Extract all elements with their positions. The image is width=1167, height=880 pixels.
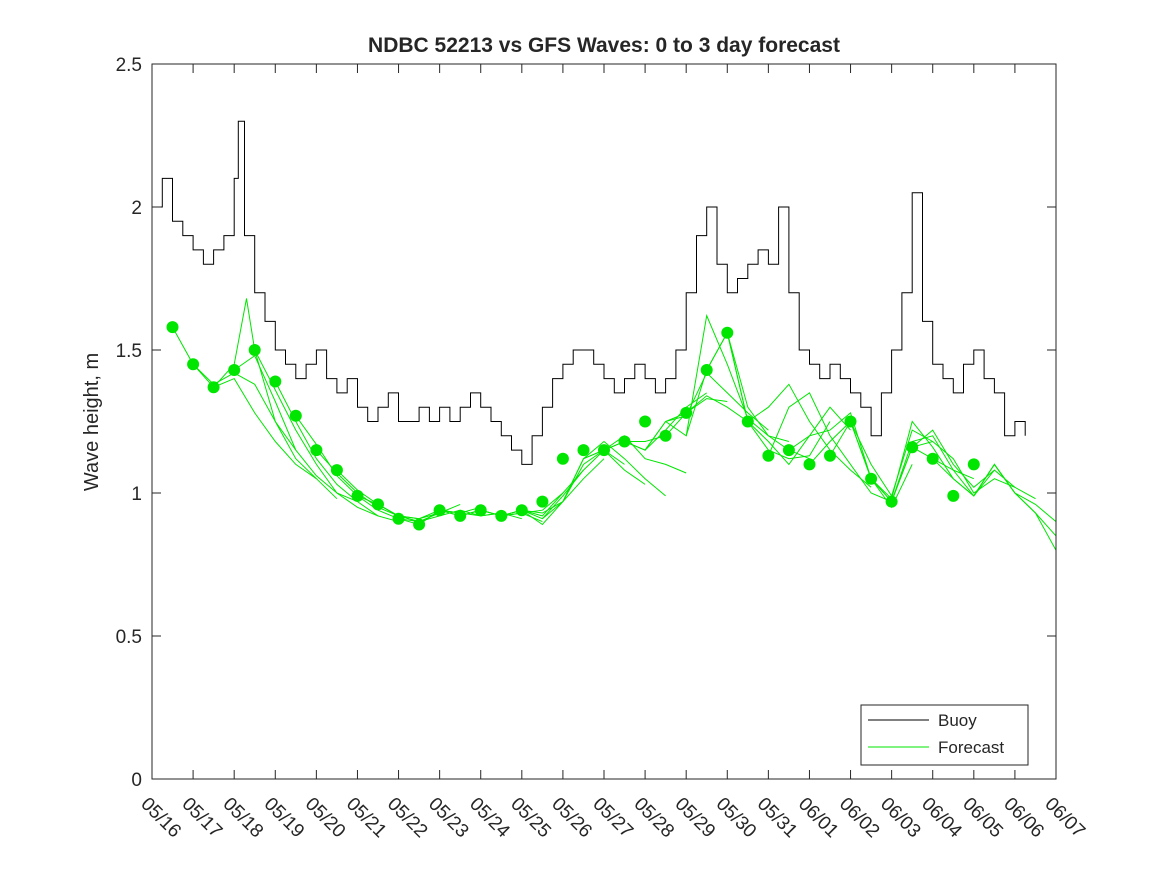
y-axis-label: Wave height, m — [81, 353, 103, 491]
forecast-point — [330, 464, 343, 477]
forecast-point — [885, 495, 898, 508]
forecast-lines — [172, 298, 1057, 551]
forecast-run-line-4 — [254, 349, 379, 517]
forecast-point — [598, 444, 610, 457]
forecast-point — [659, 429, 672, 442]
forecast-point — [515, 504, 528, 517]
forecast-run-line-1 — [192, 363, 317, 480]
forecast-point — [413, 518, 426, 531]
x-tick-label: 05/23 — [424, 794, 472, 842]
x-tick-label: 05/19 — [260, 794, 308, 842]
x-tick-label: 05/28 — [630, 794, 678, 842]
forecast-run-line-29 — [767, 392, 892, 503]
forecast-point — [248, 344, 261, 356]
x-tick-label: 06/04 — [917, 794, 966, 843]
x-tick-label: 05/27 — [588, 794, 636, 842]
x-tick-label: 06/05 — [958, 794, 1006, 842]
forecast-run-line-37 — [932, 458, 1057, 522]
forecast-point — [967, 458, 980, 471]
legend-buoy-label: Buoy — [938, 711, 977, 730]
forecast-point — [310, 444, 323, 457]
forecast-point — [474, 504, 487, 517]
x-tick-label: 05/29 — [671, 794, 719, 842]
forecast-point — [700, 364, 713, 376]
forecast-point — [824, 449, 836, 462]
x-tick-label: 05/31 — [753, 794, 801, 842]
y-tick-label: 1.5 — [116, 341, 142, 362]
forecast-point — [166, 321, 179, 334]
forecast-point — [844, 415, 857, 428]
forecast-run-line-28 — [747, 383, 872, 488]
forecast-point — [577, 444, 590, 457]
legend: Buoy Forecast — [860, 704, 1029, 766]
x-tick-label: 05/18 — [219, 794, 267, 842]
x-tick-label: 06/07 — [1040, 794, 1088, 842]
legend-forecast-label: Forecast — [938, 738, 1004, 757]
x-tick-label: 05/25 — [506, 794, 554, 842]
forecast-point — [207, 381, 220, 394]
buoy-series-line — [152, 120, 1026, 465]
forecast-point — [947, 489, 960, 502]
forecast-point — [865, 472, 878, 485]
forecast-point — [454, 509, 467, 522]
legend-box — [860, 704, 1029, 766]
forecast-point — [906, 441, 919, 454]
y-tick-label: 0.5 — [116, 627, 142, 648]
forecast-point — [187, 358, 200, 371]
x-tick-label: 05/20 — [301, 794, 349, 842]
forecast-point — [803, 458, 816, 471]
x-tick-label: 05/17 — [178, 794, 226, 842]
forecast-analysis-points — [166, 321, 980, 531]
forecast-run-line-26 — [706, 331, 831, 460]
forecast-run-line-38 — [952, 463, 1057, 551]
plot-area-frame — [151, 63, 1057, 780]
forecast-run-line-2 — [213, 298, 338, 500]
forecast-point — [618, 435, 631, 448]
forecast-run-line-25 — [685, 331, 810, 460]
y-tick-label: 2.5 — [116, 55, 142, 76]
buoy-line — [152, 120, 1026, 465]
x-tick-label: 05/30 — [712, 794, 760, 842]
forecast-point — [536, 495, 549, 508]
x-tick-label: 05/16 — [136, 794, 184, 842]
forecast-run-line-17 — [521, 449, 646, 526]
forecast-point — [721, 326, 734, 339]
x-tick-label: 06/02 — [835, 794, 883, 842]
forecast-point — [762, 449, 775, 462]
forecast-run-line-39 — [973, 463, 1057, 537]
y-tick-label: 2 — [131, 198, 142, 219]
x-tick-label: 05/26 — [547, 794, 595, 842]
forecast-point — [680, 406, 693, 419]
forecast-point — [269, 375, 282, 388]
y-tick-label: 1 — [131, 484, 142, 505]
forecast-point — [433, 504, 446, 517]
forecast-point — [741, 415, 754, 428]
forecast-run-line-6 — [295, 415, 420, 523]
forecast-point — [228, 364, 241, 376]
x-tick-label: 05/24 — [465, 794, 514, 843]
forecast-point — [372, 498, 384, 511]
y-tick-label: 0 — [131, 770, 142, 791]
forecast-point — [495, 509, 508, 522]
x-tick-label: 06/06 — [999, 794, 1047, 842]
forecast-point — [392, 512, 405, 525]
forecast-point — [782, 444, 795, 457]
forecast-point — [926, 452, 939, 465]
forecast-point — [639, 415, 652, 428]
forecast-point — [556, 452, 569, 465]
x-tick-label: 05/22 — [383, 794, 431, 842]
chart-title: NDBC 52213 vs GFS Waves: 0 to 3 day fore… — [368, 34, 840, 57]
forecast-point — [351, 489, 364, 502]
forecast-run-line-0 — [172, 326, 297, 451]
forecast-run-line-31 — [809, 420, 933, 498]
x-tick-label: 06/03 — [876, 794, 924, 842]
x-tick-label: 05/21 — [342, 794, 390, 842]
forecast-point — [289, 409, 302, 422]
x-tick-label: 06/01 — [794, 794, 842, 842]
